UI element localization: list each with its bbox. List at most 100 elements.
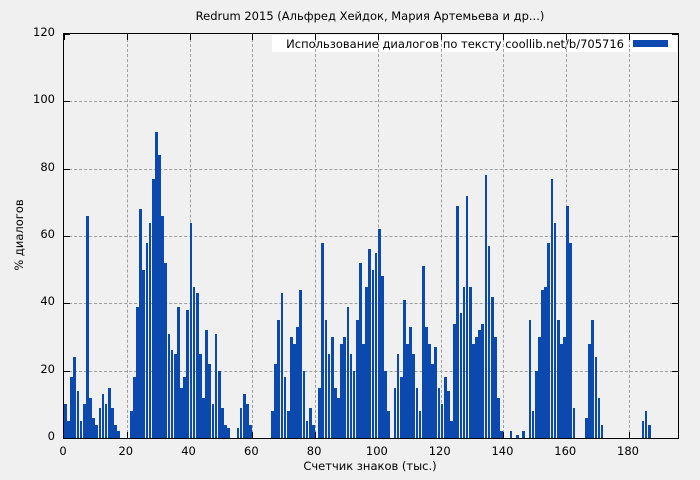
bar bbox=[318, 387, 321, 438]
bar bbox=[446, 390, 450, 438]
y-tick-label: 120 bbox=[33, 25, 55, 39]
y-tick-mark bbox=[672, 370, 678, 372]
x-tick-mark bbox=[503, 432, 505, 438]
bar bbox=[85, 215, 89, 438]
bar bbox=[133, 377, 136, 438]
bar bbox=[456, 205, 460, 438]
bar bbox=[173, 353, 177, 438]
bar bbox=[151, 178, 155, 438]
x-tick-label: 140 bbox=[491, 444, 514, 458]
bar bbox=[509, 431, 513, 438]
bar bbox=[198, 353, 202, 438]
y-tick-mark bbox=[672, 236, 678, 237]
bar bbox=[500, 431, 504, 438]
bar bbox=[544, 286, 547, 438]
legend: Использование диалогов по тексту coollib… bbox=[272, 35, 677, 52]
bar bbox=[89, 397, 92, 438]
bar bbox=[462, 286, 466, 438]
legend-label: Использование диалогов по тексту coollib… bbox=[286, 36, 624, 51]
bar bbox=[440, 404, 444, 438]
x-tick-mark bbox=[503, 34, 505, 40]
bar bbox=[600, 424, 604, 438]
bar bbox=[541, 289, 544, 438]
x-tick-mark bbox=[440, 34, 442, 40]
bar bbox=[556, 320, 560, 438]
bar bbox=[139, 209, 143, 438]
bar bbox=[550, 178, 554, 438]
bar bbox=[371, 269, 375, 438]
bar bbox=[346, 306, 350, 438]
bar bbox=[280, 293, 284, 438]
bar bbox=[177, 306, 180, 438]
x-tick-mark bbox=[252, 432, 254, 438]
y-tick-mark bbox=[64, 303, 70, 305]
bar bbox=[296, 326, 299, 438]
bar bbox=[475, 337, 478, 438]
bar bbox=[324, 320, 328, 438]
y-gridline bbox=[64, 236, 678, 237]
bar bbox=[387, 411, 390, 438]
bar bbox=[290, 337, 293, 438]
bar bbox=[528, 320, 532, 438]
bar bbox=[399, 377, 403, 438]
bar bbox=[217, 370, 221, 438]
x-tick-label: 80 bbox=[306, 444, 322, 458]
bar bbox=[167, 333, 171, 438]
bar bbox=[308, 407, 312, 438]
bar bbox=[249, 424, 252, 438]
bar bbox=[145, 242, 149, 438]
bar bbox=[220, 407, 224, 438]
bar bbox=[431, 363, 434, 438]
bar bbox=[421, 266, 425, 438]
bar bbox=[117, 431, 121, 438]
bar bbox=[64, 404, 67, 438]
bar bbox=[202, 397, 205, 438]
bar bbox=[437, 387, 441, 438]
bar bbox=[114, 424, 117, 438]
y-tick-mark bbox=[672, 101, 678, 103]
bar bbox=[418, 411, 422, 438]
x-tick-label: 160 bbox=[554, 444, 577, 458]
bar bbox=[465, 195, 469, 438]
y-gridline bbox=[64, 101, 678, 103]
bar bbox=[396, 353, 400, 438]
bar bbox=[647, 424, 651, 438]
bar bbox=[365, 286, 369, 438]
y-tick-mark bbox=[672, 168, 678, 170]
bar bbox=[161, 215, 164, 438]
y-tick-label: 100 bbox=[33, 92, 55, 107]
y-tick-mark bbox=[64, 438, 70, 439]
bar bbox=[572, 407, 576, 438]
bar bbox=[450, 421, 453, 438]
bar bbox=[377, 229, 381, 438]
y-tick-mark bbox=[64, 101, 70, 103]
x-tick-mark bbox=[64, 34, 65, 40]
bar bbox=[208, 363, 212, 438]
bar bbox=[73, 357, 77, 438]
bar bbox=[434, 347, 438, 438]
bar bbox=[155, 131, 158, 438]
x-tick-label: 60 bbox=[244, 444, 259, 458]
bar bbox=[246, 404, 249, 438]
bar bbox=[559, 343, 563, 438]
x-tick-label: 100 bbox=[365, 444, 388, 458]
bar bbox=[224, 424, 227, 438]
bar bbox=[349, 353, 353, 438]
bar bbox=[283, 377, 287, 438]
bar bbox=[337, 397, 340, 438]
y-tick-mark bbox=[672, 303, 678, 305]
bar bbox=[333, 387, 337, 438]
bar bbox=[92, 417, 95, 438]
bar bbox=[242, 394, 246, 438]
bar bbox=[522, 431, 525, 438]
bar bbox=[641, 421, 645, 438]
x-tick-mark bbox=[377, 34, 379, 40]
bar bbox=[82, 404, 86, 438]
y-tick-mark bbox=[64, 168, 70, 170]
bar bbox=[384, 370, 387, 438]
bar bbox=[569, 242, 573, 438]
bar bbox=[107, 387, 111, 438]
bar bbox=[468, 286, 472, 438]
bar bbox=[70, 377, 73, 438]
bar bbox=[368, 249, 372, 438]
